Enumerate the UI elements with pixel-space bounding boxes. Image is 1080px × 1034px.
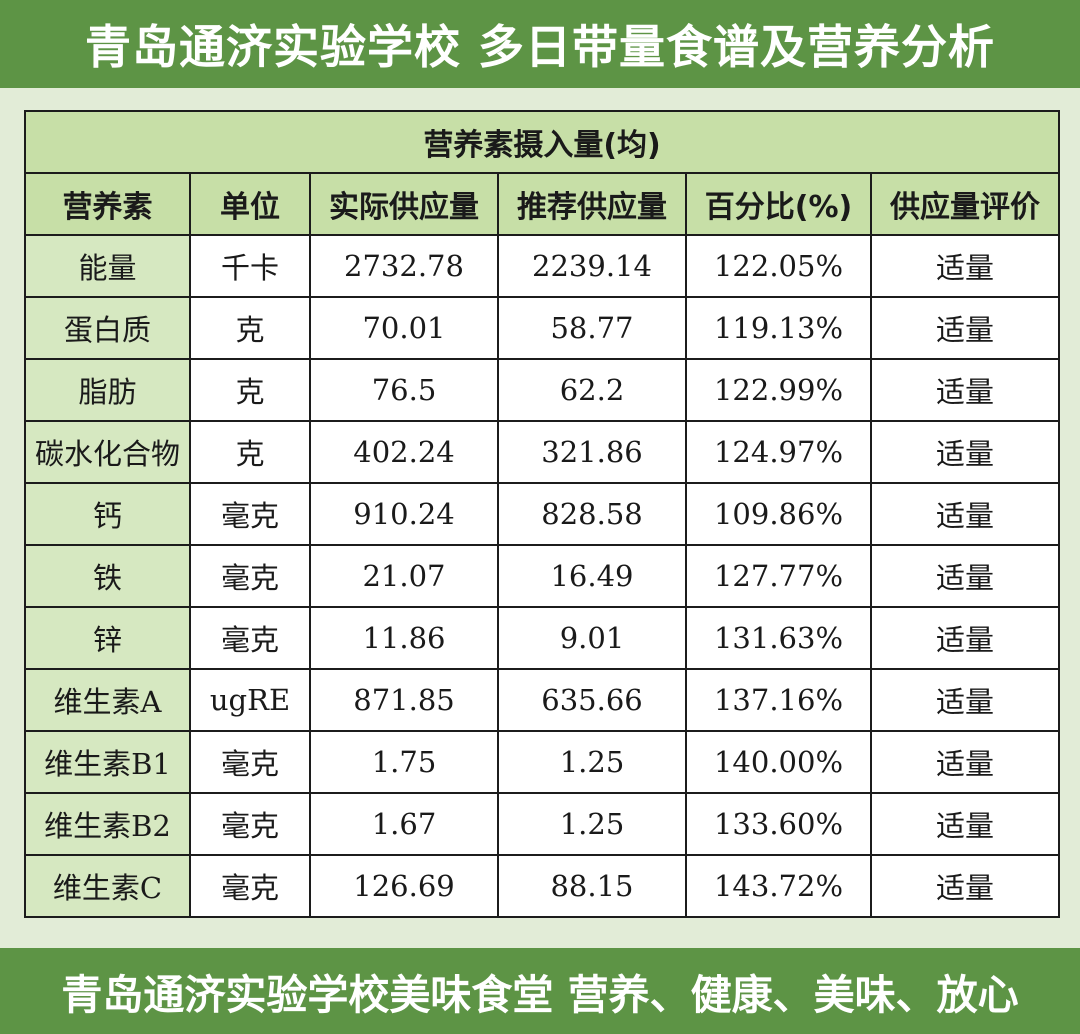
unit-cell: ugRE [189,668,311,732]
actual-supply-cell: 70.01 [309,296,499,360]
actual-supply-cell: 1.75 [309,730,499,794]
nutrient-name-cell: 维生素C [24,854,191,918]
actual-supply-cell: 76.5 [309,358,499,422]
table-row: 铁毫克 21.07 16.49 127.77% 适量 [24,544,1061,608]
percent-cell: 127.77% [685,544,872,608]
recommended-supply-cell: 9.01 [497,606,687,670]
unit-cell: 克 [189,358,311,422]
column-header-recommended: 推荐供应量 [497,172,687,236]
recommended-supply-cell: 828.58 [497,482,687,546]
table-caption: 营养素摄入量(均) [23,110,1061,174]
recommended-supply-cell: 88.15 [497,854,687,918]
column-header-nutrient: 营养素 [24,172,191,236]
table-body: 能量 千卡 2732.78 2239.14 122.05% 适量 蛋白质克 70.01 58.7… [24,234,1061,918]
evaluation-cell: 适量 [869,544,1061,608]
nutrient-name-cell: 能量 [24,234,191,298]
column-header-evaluation: 供应量评价 [869,172,1061,236]
recommended-supply-cell: 1.25 [497,792,687,856]
evaluation-cell: 适量 [869,668,1061,732]
percent-cell: 137.16% [685,668,872,732]
nutrient-name-cell: 维生素B2 [24,792,191,856]
nutrition-table-container: 营养素摄入量(均) 营养素 单位 实际供应量 推荐供应量 百分比(%) 供应量评… [23,110,1061,918]
unit-cell: 千卡 [189,234,311,298]
actual-supply-cell: 871.85 [309,668,499,732]
table-header-row: 营养素 单位 实际供应量 推荐供应量 百分比(%) 供应量评价 [24,172,1061,236]
percent-cell: 143.72% [685,854,872,918]
nutrient-name-cell: 维生素B1 [24,730,191,794]
table-row: 钙毫克 910.24 828.58 109.86% 适量 [24,482,1061,546]
nutrient-name-cell: 蛋白质 [24,296,191,360]
column-header-unit: 单位 [189,172,311,236]
actual-supply-cell: 2732.78 [309,234,499,298]
unit-cell: 克 [189,420,311,484]
recommended-supply-cell: 635.66 [497,668,687,732]
nutrient-name-cell: 钙 [24,482,191,546]
footer-slogan: 青岛通济实验学校美味食堂 营养、健康、美味、放心 [61,971,1019,1019]
nutrient-name-cell: 维生素A [24,668,191,732]
evaluation-cell: 适量 [869,234,1061,298]
percent-cell: 122.05% [685,234,872,298]
table-row: 锌毫克 11.86 9.01 131.63% 适量 [24,606,1061,670]
evaluation-cell: 适量 [869,606,1061,670]
table-row: 能量 千卡 2732.78 2239.14 122.05% 适量 [24,234,1061,298]
nutrient-name-cell: 铁 [24,544,191,608]
unit-cell: 毫克 [189,544,311,608]
percent-cell: 109.86% [685,482,872,546]
table-row: 蛋白质克 70.01 58.77 119.13% 适量 [24,296,1061,360]
recommended-supply-cell: 16.49 [497,544,687,608]
percent-cell: 133.60% [685,792,872,856]
actual-supply-cell: 21.07 [309,544,499,608]
actual-supply-cell: 11.86 [309,606,499,670]
nutrient-name-cell: 锌 [24,606,191,670]
nutrient-name-cell: 碳水化合物 [24,420,191,484]
percent-cell: 124.97% [685,420,872,484]
title-banner: 青岛通济实验学校 多日带量食谱及营养分析 [0,0,1080,88]
recommended-supply-cell: 62.2 [497,358,687,422]
table-row: 维生素C 毫克 126.69 88.15 143.72% 适量 [24,854,1061,918]
unit-cell: 毫克 [189,730,311,794]
actual-supply-cell: 1.67 [309,792,499,856]
recommended-supply-cell: 2239.14 [497,234,687,298]
table-row: 维生素B1 毫克 1.75 1.25 140.00% 适量 [24,730,1061,794]
percent-cell: 140.00% [685,730,872,794]
evaluation-cell: 适量 [869,420,1061,484]
column-header-percent: 百分比(%) [685,172,872,236]
evaluation-cell: 适量 [869,730,1061,794]
recommended-supply-cell: 58.77 [497,296,687,360]
evaluation-cell: 适量 [869,482,1061,546]
unit-cell: 毫克 [189,792,311,856]
actual-supply-cell: 402.24 [309,420,499,484]
table-row: 脂肪克 76.5 62.2 122.99% 适量 [24,358,1061,422]
page-title: 青岛通济实验学校 多日带量食谱及营养分析 [84,20,995,74]
evaluation-cell: 适量 [869,296,1061,360]
table-row: 维生素A ugRE 871.85 635.66 137.16% 适量 [24,668,1061,732]
recommended-supply-cell: 1.25 [497,730,687,794]
evaluation-cell: 适量 [869,792,1061,856]
actual-supply-cell: 910.24 [309,482,499,546]
unit-cell: 克 [189,296,311,360]
actual-supply-cell: 126.69 [309,854,499,918]
table-row: 碳水化合物克 402.24 321.86 124.97% 适量 [24,420,1061,484]
evaluation-cell: 适量 [869,854,1061,918]
recommended-supply-cell: 321.86 [497,420,687,484]
percent-cell: 119.13% [685,296,872,360]
table-row: 维生素B2 毫克 1.67 1.25 133.60% 适量 [24,792,1061,856]
footer-banner: 青岛通济实验学校美味食堂 营养、健康、美味、放心 [0,948,1080,1034]
percent-cell: 122.99% [685,358,872,422]
percent-cell: 131.63% [685,606,872,670]
column-header-actual: 实际供应量 [309,172,499,236]
table-caption-row: 营养素摄入量(均) [23,110,1061,174]
unit-cell: 毫克 [189,854,311,918]
evaluation-cell: 适量 [869,358,1061,422]
unit-cell: 毫克 [189,482,311,546]
nutrient-name-cell: 脂肪 [24,358,191,422]
nutrition-table: 营养素摄入量(均) 营养素 单位 实际供应量 推荐供应量 百分比(%) 供应量评… [23,110,1061,918]
unit-cell: 毫克 [189,606,311,670]
